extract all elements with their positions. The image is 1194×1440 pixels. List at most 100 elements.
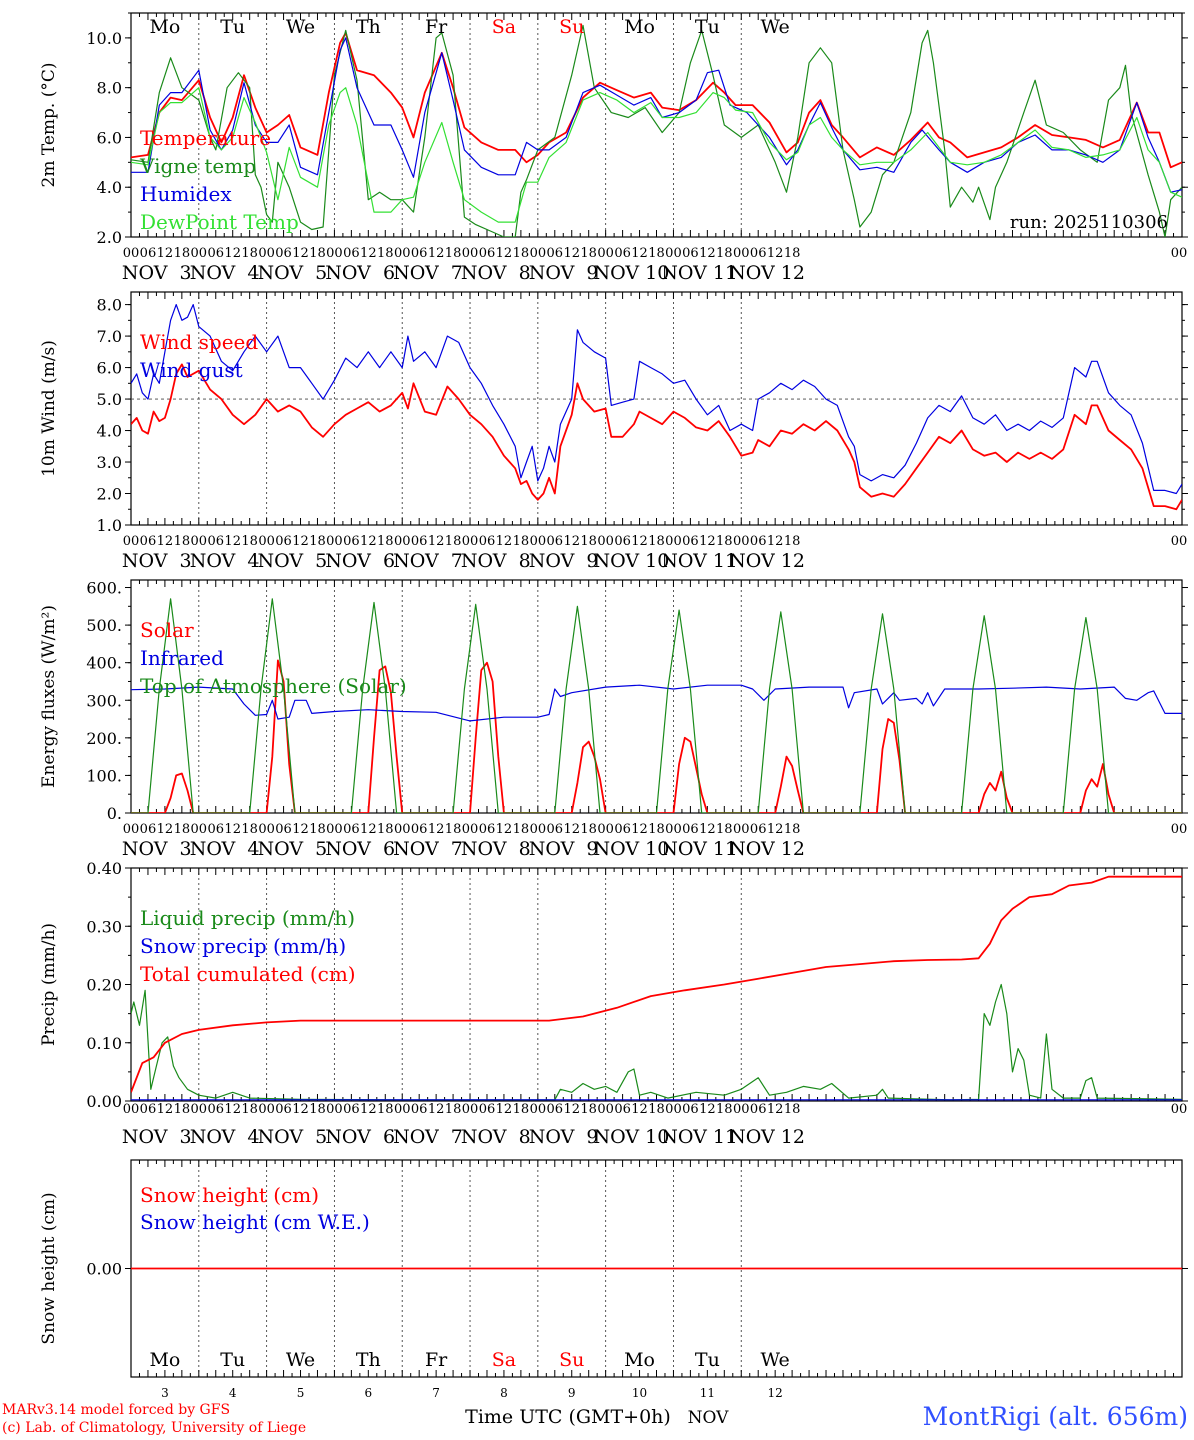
- hour-tick-label: 06: [140, 246, 157, 261]
- hour-tick-label: 12: [563, 246, 580, 261]
- hour-tick-label: 12: [631, 822, 648, 837]
- hour-tick-label: 00: [1171, 1102, 1188, 1117]
- hour-tick-label: 18: [648, 1102, 665, 1117]
- legend-entry: Temperature: [140, 126, 271, 150]
- legend-entry: DewPoint Temp: [140, 210, 299, 234]
- day-abbr-label: Fr: [425, 1349, 448, 1371]
- hour-tick-label: 06: [207, 246, 224, 261]
- day-number-label: 3: [161, 1386, 169, 1400]
- hour-tick-label: 00: [665, 534, 682, 549]
- date-label: NOV 10: [594, 550, 670, 572]
- day-abbr-label: We: [286, 16, 315, 38]
- date-label: NOV 9: [529, 550, 599, 572]
- hour-tick-label: 06: [140, 822, 157, 837]
- y-tick-label: 4.0: [97, 178, 122, 197]
- hour-tick-label: 12: [767, 246, 784, 261]
- legend-entry: Snow precip (mm/h): [140, 934, 346, 958]
- date-label: NOV 3: [122, 262, 192, 284]
- hour-tick-label: 18: [174, 246, 191, 261]
- date-label: NOV 7: [393, 262, 463, 284]
- hour-tick-label: 12: [428, 246, 445, 261]
- day-abbr-label: We: [761, 1349, 790, 1371]
- legend-entry: Top of Atmosphere (Solar): [140, 674, 407, 698]
- hour-tick-label: 06: [547, 246, 564, 261]
- hour-tick-label: 18: [784, 1102, 801, 1117]
- date-label: NOV 9: [529, 262, 599, 284]
- hour-tick-label: 06: [614, 534, 631, 549]
- y-tick-label: 0.: [107, 804, 122, 823]
- y-tick-label: 7.0: [97, 327, 122, 346]
- day-number-label: 12: [768, 1386, 783, 1400]
- y-axis-label: Snow height (cm): [39, 1192, 59, 1344]
- run-label: run: 2025110306: [1010, 212, 1168, 233]
- series-line-total-cumulated-cm-: [131, 875, 1182, 1093]
- hour-tick-label: 18: [309, 1102, 326, 1117]
- hour-tick-label: 12: [699, 822, 716, 837]
- day-number-label: 9: [568, 1386, 576, 1400]
- hour-tick-label: 00: [394, 822, 411, 837]
- day-number-label: 4: [229, 1386, 237, 1400]
- legend-entry: Solar: [140, 618, 194, 642]
- hour-tick-label: 00: [191, 534, 208, 549]
- y-tick-label: 8.0: [97, 79, 122, 98]
- hour-tick-label: 18: [309, 534, 326, 549]
- hour-tick-label: 12: [699, 1102, 716, 1117]
- hour-tick-label: 12: [699, 534, 716, 549]
- hour-tick-label: 06: [750, 534, 767, 549]
- hour-tick-label: 06: [411, 534, 428, 549]
- hour-tick-label: 18: [513, 822, 530, 837]
- hour-tick-label: 06: [275, 534, 292, 549]
- hour-tick-label: 18: [513, 534, 530, 549]
- series-line-vigne-temp: [131, 24, 1182, 237]
- date-label: NOV 12: [729, 1126, 805, 1148]
- day-abbr-label: Mo: [624, 1349, 655, 1371]
- hour-tick-label: 06: [614, 246, 631, 261]
- hour-tick-label: 00: [530, 1102, 547, 1117]
- date-label: NOV 9: [529, 838, 599, 860]
- hour-tick-label: 18: [377, 534, 394, 549]
- date-label: NOV 8: [461, 262, 531, 284]
- hour-tick-label: 12: [496, 534, 513, 549]
- hour-tick-label: 12: [563, 1102, 580, 1117]
- hour-tick-label: 18: [445, 246, 462, 261]
- hour-tick-label: 00: [665, 822, 682, 837]
- date-label: NOV 3: [122, 1126, 192, 1148]
- date-label: NOV 11: [661, 550, 737, 572]
- hour-tick-label: 12: [224, 534, 241, 549]
- hour-tick-label: 18: [241, 1102, 258, 1117]
- y-tick-label: 5.0: [97, 390, 122, 409]
- day-abbr-label: Tu: [220, 1349, 245, 1371]
- day-abbr-label: Tu: [695, 16, 720, 38]
- y-tick-label: 10.0: [86, 29, 122, 48]
- y-tick-label: 400.: [86, 654, 122, 673]
- plot-frame: [130, 291, 1183, 526]
- hour-tick-label: 18: [716, 822, 733, 837]
- hour-tick-label: 18: [648, 534, 665, 549]
- series-line-dewpoint-temp: [131, 87, 1182, 223]
- date-label: NOV 12: [729, 550, 805, 572]
- hour-tick-label: 18: [716, 1102, 733, 1117]
- date-label: NOV 6: [325, 262, 395, 284]
- hour-tick-label: 18: [445, 1102, 462, 1117]
- hour-tick-label: 18: [513, 246, 530, 261]
- hour-tick-label: 18: [784, 534, 801, 549]
- legend-entry: Infrared: [140, 646, 224, 670]
- hour-tick-label: 12: [157, 534, 174, 549]
- hour-tick-label: 12: [360, 1102, 377, 1117]
- station-label: MontRigi (alt. 656m): [922, 1402, 1188, 1431]
- hour-tick-label: 12: [563, 822, 580, 837]
- hour-tick-label: 18: [377, 246, 394, 261]
- hour-tick-label: 18: [241, 246, 258, 261]
- hour-tick-label: 00: [394, 534, 411, 549]
- hour-tick-label: 00: [462, 822, 479, 837]
- y-axis-label: 2m Temp. (°C): [39, 62, 59, 187]
- hour-tick-label: 18: [648, 822, 665, 837]
- hour-tick-label: 18: [309, 822, 326, 837]
- hour-tick-label: 18: [716, 246, 733, 261]
- y-tick-label: 3.0: [97, 453, 122, 472]
- hour-tick-label: 00: [733, 534, 750, 549]
- date-label: NOV 10: [594, 1126, 670, 1148]
- hour-tick-label: 12: [699, 246, 716, 261]
- hour-tick-label: 06: [547, 1102, 564, 1117]
- legend-entry: Wind gust: [140, 358, 243, 382]
